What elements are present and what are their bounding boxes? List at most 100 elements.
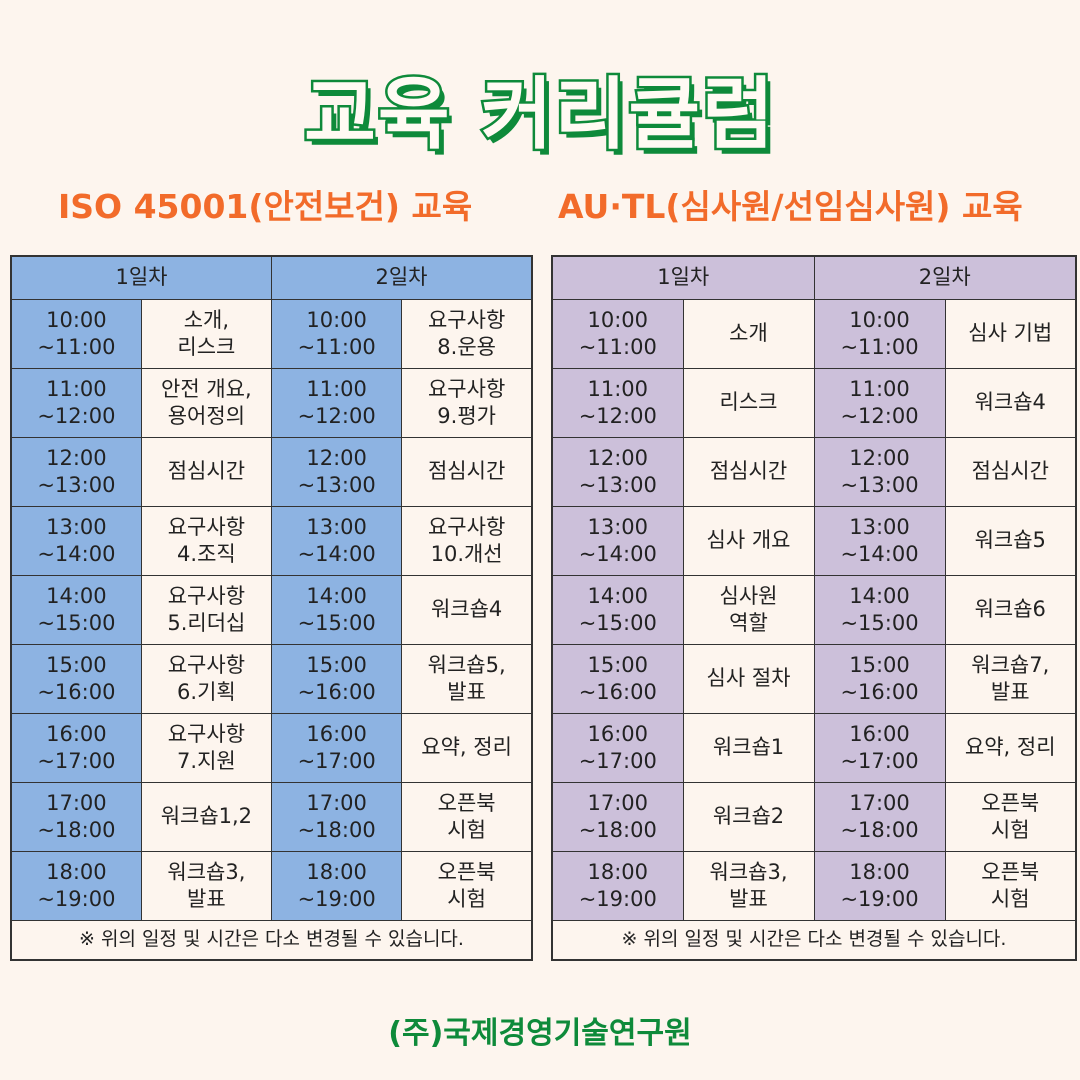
- note-row: ※ 위의 일정 및 시간은 다소 변경될 수 있습니다.: [551, 919, 1077, 961]
- activity-cell: 심사 개요: [682, 505, 815, 576]
- activity-cell: 요구사항 8.운용: [401, 298, 533, 369]
- time-cell: 18:00 ~19:00: [10, 850, 142, 921]
- activity-cell: 워크숍4: [401, 574, 533, 645]
- activity-cell: 심사원 역할: [682, 574, 815, 645]
- activity-cell: 소개, 리스크: [140, 298, 273, 369]
- time-cell: 12:00 ~13:00: [270, 436, 403, 507]
- time-cell: 13:00 ~14:00: [270, 505, 403, 576]
- activity-cell: 요약, 정리: [944, 712, 1077, 783]
- time-cell: 11:00 ~12:00: [551, 367, 684, 438]
- day-header: 2일차: [813, 255, 1077, 300]
- activity-cell: 오픈북 시험: [401, 850, 533, 921]
- table-row: 16:00 ~17:00 워크숍1 16:00 ~17:00 요약, 정리: [551, 712, 1077, 783]
- activity-cell: 워크숍5, 발표: [401, 643, 533, 714]
- table-row: 17:00 ~18:00 워크숍2 17:00 ~18:00 오픈북 시험: [551, 781, 1077, 852]
- activity-cell: 워크숍1,2: [140, 781, 273, 852]
- time-cell: 12:00 ~13:00: [813, 436, 946, 507]
- activity-cell: 심사 절차: [682, 643, 815, 714]
- activity-cell: 요구사항 6.기획: [140, 643, 273, 714]
- time-cell: 10:00 ~11:00: [10, 298, 142, 369]
- iso45001-schedule-table: 1일차 2일차 10:00 ~11:00 소개, 리스크 10:00 ~11:00 요구사…: [10, 255, 533, 961]
- header-row: 1일차 2일차: [10, 255, 533, 300]
- time-cell: 11:00 ~12:00: [10, 367, 142, 438]
- time-cell: 13:00 ~14:00: [10, 505, 142, 576]
- activity-cell: 요구사항 7.지원: [140, 712, 273, 783]
- activity-cell: 워크숍5: [944, 505, 1077, 576]
- time-cell: 12:00 ~13:00: [10, 436, 142, 507]
- activity-cell: 점심시간: [682, 436, 815, 507]
- activity-cell: 워크숍3, 발표: [140, 850, 273, 921]
- activity-cell: 워크숍2: [682, 781, 815, 852]
- activity-cell: 요구사항 10.개선: [401, 505, 533, 576]
- time-cell: 16:00 ~17:00: [10, 712, 142, 783]
- time-cell: 14:00 ~15:00: [551, 574, 684, 645]
- table-row: 14:00 ~15:00 심사원 역할 14:00 ~15:00 워크숍6: [551, 574, 1077, 645]
- time-cell: 18:00 ~19:00: [270, 850, 403, 921]
- time-cell: 18:00 ~19:00: [551, 850, 684, 921]
- time-cell: 10:00 ~11:00: [270, 298, 403, 369]
- activity-cell: 워크숍7, 발표: [944, 643, 1077, 714]
- autl-subtitle: AU·TL(심사원/선임심사원) 교육: [558, 187, 1023, 226]
- iso45001-subtitle: ISO 45001(안전보건) 교육: [58, 187, 473, 226]
- time-cell: 10:00 ~11:00: [551, 298, 684, 369]
- day-header: 1일차: [551, 255, 815, 300]
- table-row: 15:00 ~16:00 요구사항 6.기획 15:00 ~16:00 워크숍5, 발…: [10, 643, 533, 714]
- activity-cell: 점심시간: [401, 436, 533, 507]
- activity-cell: 점심시간: [944, 436, 1077, 507]
- header-row: 1일차 2일차: [551, 255, 1077, 300]
- time-cell: 12:00 ~13:00: [551, 436, 684, 507]
- day-header: 2일차: [271, 255, 533, 300]
- table-row: 11:00 ~12:00 리스크 11:00 ~12:00 워크숍4: [551, 367, 1077, 438]
- time-cell: 14:00 ~15:00: [813, 574, 946, 645]
- activity-cell: 점심시간: [140, 436, 273, 507]
- activity-cell: 요구사항 4.조직: [140, 505, 273, 576]
- activity-cell: 안전 개요, 용어정의: [140, 367, 273, 438]
- table-row: 10:00 ~11:00 소개, 리스크 10:00 ~11:00 요구사항 8.운용: [10, 298, 533, 369]
- time-cell: 15:00 ~16:00: [813, 643, 946, 714]
- table-row: 14:00 ~15:00 요구사항 5.리더십 14:00 ~15:00 워크숍4: [10, 574, 533, 645]
- activity-cell: 리스크: [682, 367, 815, 438]
- time-cell: 17:00 ~18:00: [10, 781, 142, 852]
- table-row: 11:00 ~12:00 안전 개요, 용어정의 11:00 ~12:00 요구사항 …: [10, 367, 533, 438]
- activity-cell: 요구사항 5.리더십: [140, 574, 273, 645]
- table-row: 18:00 ~19:00 워크숍3, 발표 18:00 ~19:00 오픈북 시험: [10, 850, 533, 921]
- time-cell: 15:00 ~16:00: [551, 643, 684, 714]
- activity-cell: 오픈북 시험: [944, 781, 1077, 852]
- activity-cell: 소개: [682, 298, 815, 369]
- table-row: 13:00 ~14:00 심사 개요 13:00 ~14:00 워크숍5: [551, 505, 1077, 576]
- time-cell: 15:00 ~16:00: [270, 643, 403, 714]
- company-name: (주)국제경영기술연구원: [388, 1016, 692, 1051]
- autl-schedule-table: 1일차 2일차 10:00 ~11:00 소개 10:00 ~11:00 심사 기법 11:…: [551, 255, 1077, 961]
- time-cell: 18:00 ~19:00: [813, 850, 946, 921]
- activity-cell: 심사 기법: [944, 298, 1077, 369]
- table-row: 10:00 ~11:00 소개 10:00 ~11:00 심사 기법: [551, 298, 1077, 369]
- activity-cell: 오픈북 시험: [401, 781, 533, 852]
- time-cell: 17:00 ~18:00: [813, 781, 946, 852]
- time-cell: 15:00 ~16:00: [10, 643, 142, 714]
- time-cell: 11:00 ~12:00: [813, 367, 946, 438]
- table-row: 15:00 ~16:00 심사 절차 15:00 ~16:00 워크숍7, 발표: [551, 643, 1077, 714]
- time-cell: 16:00 ~17:00: [813, 712, 946, 783]
- time-cell: 16:00 ~17:00: [551, 712, 684, 783]
- time-cell: 14:00 ~15:00: [10, 574, 142, 645]
- time-cell: 10:00 ~11:00: [813, 298, 946, 369]
- day-header: 1일차: [10, 255, 272, 300]
- time-cell: 17:00 ~18:00: [270, 781, 403, 852]
- activity-cell: 워크숍6: [944, 574, 1077, 645]
- table-row: 18:00 ~19:00 워크숍3, 발표 18:00 ~19:00 오픈북 시험: [551, 850, 1077, 921]
- table-row: 12:00 ~13:00 점심시간 12:00 ~13:00 점심시간: [10, 436, 533, 507]
- note-row: ※ 위의 일정 및 시간은 다소 변경될 수 있습니다.: [10, 919, 533, 961]
- time-cell: 14:00 ~15:00: [270, 574, 403, 645]
- time-cell: 13:00 ~14:00: [551, 505, 684, 576]
- table-row: 12:00 ~13:00 점심시간 12:00 ~13:00 점심시간: [551, 436, 1077, 507]
- activity-cell: 워크숍4: [944, 367, 1077, 438]
- activity-cell: 오픈북 시험: [944, 850, 1077, 921]
- activity-cell: 워크숍1: [682, 712, 815, 783]
- table-row: 17:00 ~18:00 워크숍1,2 17:00 ~18:00 오픈북 시험: [10, 781, 533, 852]
- activity-cell: 워크숍3, 발표: [682, 850, 815, 921]
- time-cell: 11:00 ~12:00: [270, 367, 403, 438]
- schedule-note: ※ 위의 일정 및 시간은 다소 변경될 수 있습니다.: [10, 919, 533, 961]
- time-cell: 16:00 ~17:00: [270, 712, 403, 783]
- activity-cell: 요구사항 9.평가: [401, 367, 533, 438]
- time-cell: 13:00 ~14:00: [813, 505, 946, 576]
